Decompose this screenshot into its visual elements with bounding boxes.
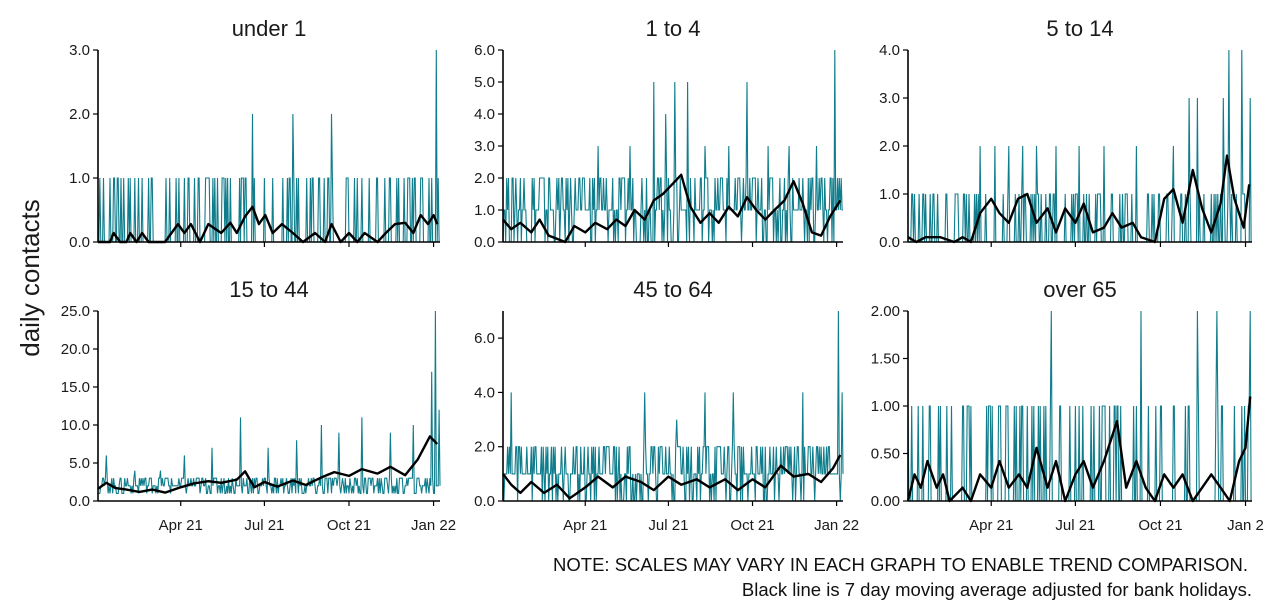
y-tick-label: 6.0 xyxy=(474,42,495,59)
y-tick-label: 5.0 xyxy=(474,74,495,91)
x-tick-label: Jan 22 xyxy=(814,517,859,534)
x-tick-label: Oct 21 xyxy=(730,517,774,534)
x-tick-label: Oct 21 xyxy=(327,517,371,534)
moving-average-line xyxy=(502,173,842,244)
daily-series-line xyxy=(502,310,844,502)
y-tick-label: 20.0 xyxy=(61,341,90,358)
x-tick-label: Jul 21 xyxy=(1055,517,1095,534)
y-tick-label: 4.0 xyxy=(879,42,900,59)
y-tick-label: 1.50 xyxy=(871,351,900,368)
y-tick-label: 3.0 xyxy=(879,90,900,107)
daily-series-line xyxy=(907,310,1252,502)
y-tick-label: 0.0 xyxy=(474,234,495,251)
y-tick-label: 1.0 xyxy=(474,202,495,219)
y-tick-label: 5.0 xyxy=(69,455,90,472)
daily-series-line xyxy=(502,49,843,243)
daily-series-line xyxy=(98,49,440,243)
y-tick-label: 0.00 xyxy=(871,493,900,510)
y-tick-label: 1.0 xyxy=(879,186,900,203)
note-scales: NOTE: SCALES MAY VARY IN EACH GRAPH TO E… xyxy=(553,554,1248,575)
moving-average-line xyxy=(906,396,1252,503)
y-tick-label: 0.0 xyxy=(69,234,90,251)
y-axis-label: daily contacts xyxy=(15,199,45,357)
y-tick-label: 2.00 xyxy=(871,303,900,320)
moving-average-line xyxy=(98,205,439,244)
x-tick-label: Apr 21 xyxy=(159,517,203,534)
y-tick-label: 4.0 xyxy=(474,384,495,401)
y-tick-label: 25.0 xyxy=(61,303,90,320)
y-tick-label: 2.0 xyxy=(69,106,90,123)
moving-average-line xyxy=(502,454,842,500)
y-tick-label: 4.0 xyxy=(474,106,495,123)
y-tick-label: 1.0 xyxy=(69,170,90,187)
y-tick-label: 0.0 xyxy=(474,493,495,510)
moving-average-line xyxy=(97,435,439,494)
y-tick-label: 10.0 xyxy=(61,417,90,434)
x-tick-label: Jan 2 xyxy=(1227,517,1264,534)
panel-title: 1 to 4 xyxy=(645,16,700,41)
note-moving-average: Black line is 7 day moving average adjus… xyxy=(742,579,1252,600)
x-tick-label: Jul 21 xyxy=(244,517,284,534)
x-tick-label: Oct 21 xyxy=(1138,517,1182,534)
y-tick-label: 1.00 xyxy=(871,398,900,415)
x-tick-label: Jan 22 xyxy=(411,517,456,534)
y-tick-label: 6.0 xyxy=(474,330,495,347)
x-tick-label: Apr 21 xyxy=(969,517,1013,534)
y-tick-label: 3.0 xyxy=(69,42,90,59)
panel-title: over 65 xyxy=(1043,277,1116,302)
x-tick-label: Jul 21 xyxy=(648,517,688,534)
y-tick-label: 2.0 xyxy=(474,170,495,187)
y-tick-label: 0.0 xyxy=(69,493,90,510)
y-tick-label: 3.0 xyxy=(474,138,495,155)
y-tick-label: 15.0 xyxy=(61,379,90,396)
panel-title: 15 to 44 xyxy=(229,277,309,302)
panel-title: 5 to 14 xyxy=(1046,16,1113,41)
y-tick-label: 2.0 xyxy=(879,138,900,155)
y-tick-label: 2.0 xyxy=(474,439,495,456)
y-tick-label: 0.0 xyxy=(879,234,900,251)
panel-title: under 1 xyxy=(232,16,307,41)
x-tick-label: Apr 21 xyxy=(563,517,607,534)
daily-series-line xyxy=(98,310,441,494)
panel-title: 45 to 64 xyxy=(633,277,713,302)
y-tick-label: 0.50 xyxy=(871,446,900,463)
